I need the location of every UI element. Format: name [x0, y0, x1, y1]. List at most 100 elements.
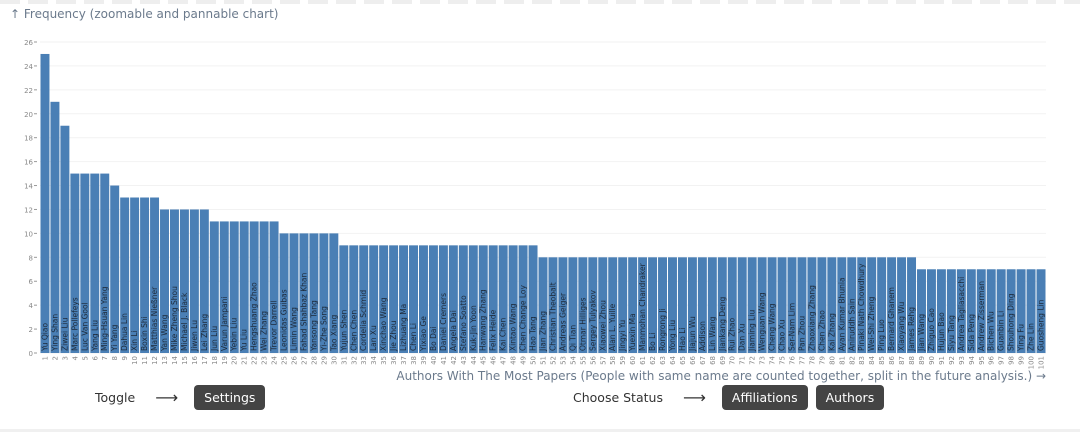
bar[interactable] [319, 233, 329, 353]
bar[interactable] [70, 173, 80, 353]
bar[interactable] [608, 257, 618, 353]
bar[interactable] [448, 245, 458, 353]
bar[interactable] [209, 221, 219, 353]
bar[interactable] [598, 257, 608, 353]
bar[interactable] [389, 245, 399, 353]
bar[interactable] [438, 245, 448, 353]
bar[interactable] [269, 221, 279, 353]
bar[interactable] [737, 257, 747, 353]
bar[interactable] [837, 257, 847, 353]
bar[interactable] [458, 245, 468, 353]
bar[interactable] [229, 221, 239, 353]
bar[interactable] [369, 245, 379, 353]
bar[interactable] [1006, 269, 1016, 353]
bar[interactable] [697, 257, 707, 353]
bar[interactable] [677, 257, 687, 353]
bar[interactable] [976, 269, 986, 353]
bar[interactable] [60, 125, 70, 353]
bar[interactable] [767, 257, 777, 353]
bar[interactable] [160, 209, 169, 353]
bar[interactable] [508, 245, 518, 353]
affiliations-button[interactable]: Affiliations [721, 385, 808, 410]
bar[interactable] [877, 257, 887, 353]
bar[interactable] [140, 197, 150, 354]
bar[interactable] [777, 257, 787, 353]
bar[interactable] [488, 245, 498, 353]
bar[interactable] [747, 257, 757, 353]
bar[interactable] [687, 257, 697, 353]
bar[interactable] [847, 257, 857, 353]
bar[interactable] [628, 257, 638, 353]
bar[interactable] [169, 209, 179, 353]
bar[interactable] [648, 257, 658, 353]
bar[interactable] [538, 257, 548, 353]
settings-button[interactable]: Settings [194, 385, 266, 410]
bar[interactable] [638, 257, 648, 353]
bar[interactable] [787, 257, 797, 353]
bar[interactable] [578, 257, 588, 353]
bar[interactable] [339, 245, 349, 353]
bar[interactable] [897, 257, 907, 353]
bar[interactable] [827, 257, 837, 353]
bar[interactable] [1016, 269, 1026, 353]
bar[interactable] [90, 173, 100, 353]
bar[interactable] [857, 257, 867, 353]
authors-button[interactable]: Authors [815, 385, 885, 410]
bar[interactable] [817, 257, 827, 353]
bar[interactable] [966, 269, 976, 353]
bar[interactable] [907, 257, 917, 353]
bar[interactable] [80, 173, 90, 353]
bar[interactable] [498, 245, 508, 353]
bar[interactable] [727, 257, 737, 353]
bar[interactable] [478, 245, 488, 353]
bar[interactable] [887, 257, 897, 353]
bar[interactable] [279, 233, 289, 353]
bar[interactable] [379, 245, 389, 353]
bar[interactable] [189, 209, 199, 353]
bar[interactable] [558, 257, 568, 353]
bar[interactable] [249, 221, 259, 353]
bar[interactable] [867, 257, 877, 353]
bar[interactable] [399, 245, 409, 353]
bar[interactable] [797, 257, 807, 353]
bar[interactable] [618, 257, 628, 353]
bar[interactable] [239, 221, 249, 353]
bar[interactable] [936, 269, 946, 353]
bar[interactable] [199, 209, 209, 353]
bar[interactable] [668, 257, 677, 353]
bar[interactable] [110, 185, 120, 353]
bar[interactable] [568, 257, 578, 353]
bar[interactable] [50, 101, 60, 353]
bar[interactable] [329, 233, 339, 353]
bar[interactable] [717, 257, 727, 353]
bar[interactable] [418, 245, 428, 353]
bar[interactable] [309, 233, 319, 353]
bar[interactable] [40, 53, 50, 353]
bar[interactable] [428, 245, 438, 353]
bar[interactable] [409, 245, 418, 353]
bar[interactable] [120, 197, 130, 354]
bar[interactable] [588, 257, 598, 353]
bar[interactable] [757, 257, 767, 353]
bar[interactable] [946, 269, 956, 353]
bar[interactable] [1026, 269, 1036, 353]
bar[interactable] [917, 269, 926, 353]
bar[interactable] [468, 245, 478, 353]
bar[interactable] [986, 269, 996, 353]
bar[interactable] [349, 245, 359, 353]
bar[interactable] [807, 257, 817, 353]
bar[interactable] [658, 257, 668, 353]
bar[interactable] [996, 269, 1006, 353]
bar[interactable] [289, 233, 299, 353]
bar[interactable] [707, 257, 717, 353]
bar[interactable] [926, 269, 936, 353]
bar[interactable] [259, 221, 269, 353]
bar[interactable] [179, 209, 189, 353]
bar[interactable] [359, 245, 369, 353]
bar[interactable] [219, 221, 229, 353]
bar[interactable] [299, 233, 309, 353]
bar[interactable] [548, 257, 558, 353]
bar[interactable] [528, 245, 538, 353]
bar[interactable] [150, 197, 160, 354]
